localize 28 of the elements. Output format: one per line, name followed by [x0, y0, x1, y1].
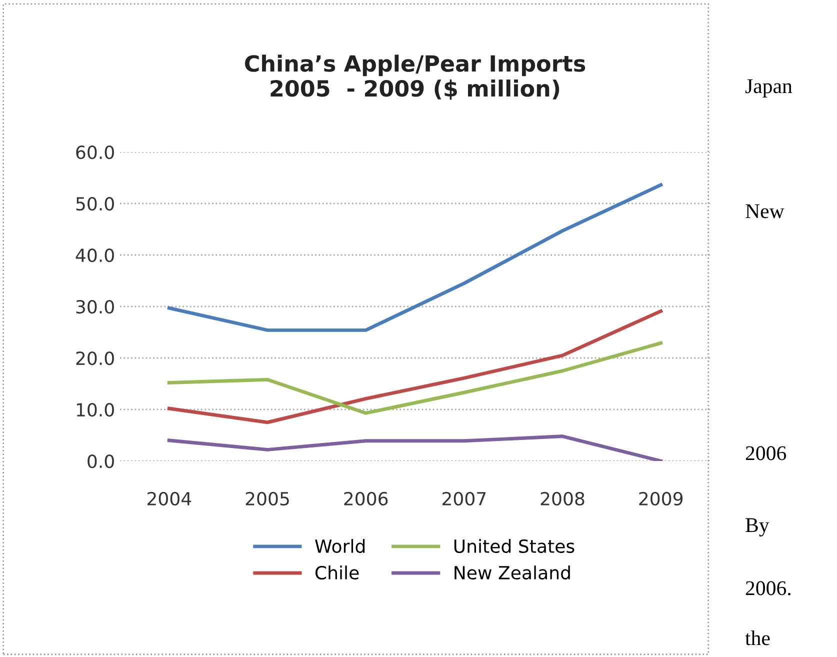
y-tick-label: 0.0: [88, 454, 114, 468]
y-tick-label: 10.0: [76, 402, 114, 417]
line-series: [167, 434, 663, 461]
x-tick-label: 2009: [639, 492, 683, 506]
y-tick-label: 50.0: [76, 196, 114, 211]
y-tick-label: 60.0: [76, 145, 114, 160]
line-series: [167, 183, 663, 332]
text: 2006.: [746, 581, 790, 596]
text: the: [745, 630, 770, 646]
x-tick-label: 2004: [148, 492, 192, 506]
y-tick-label: 40.0: [76, 248, 114, 262]
text: 2006: [746, 446, 786, 460]
legend-label: New Zealand: [454, 566, 570, 580]
x-tick-label: 2006: [344, 492, 388, 506]
text: By: [746, 518, 770, 536]
line-series: [167, 341, 663, 415]
text: Japan: [745, 79, 792, 98]
x-tick-label: 2008: [540, 492, 584, 506]
legend-label: Chile: [315, 566, 359, 580]
x-tick-label: 2007: [442, 492, 486, 506]
legend-label: World: [315, 539, 365, 554]
chart-title: China’s Apple/Pear Imports 2005 - 2009 ($ million): [244, 54, 586, 100]
legend-label: United States: [454, 539, 574, 554]
line-series: [167, 309, 663, 424]
y-tick-label: 30.0: [76, 300, 114, 314]
y-tick-label: 20.0: [76, 351, 114, 366]
text: New: [746, 204, 784, 218]
x-tick-label: 2005: [246, 492, 289, 506]
